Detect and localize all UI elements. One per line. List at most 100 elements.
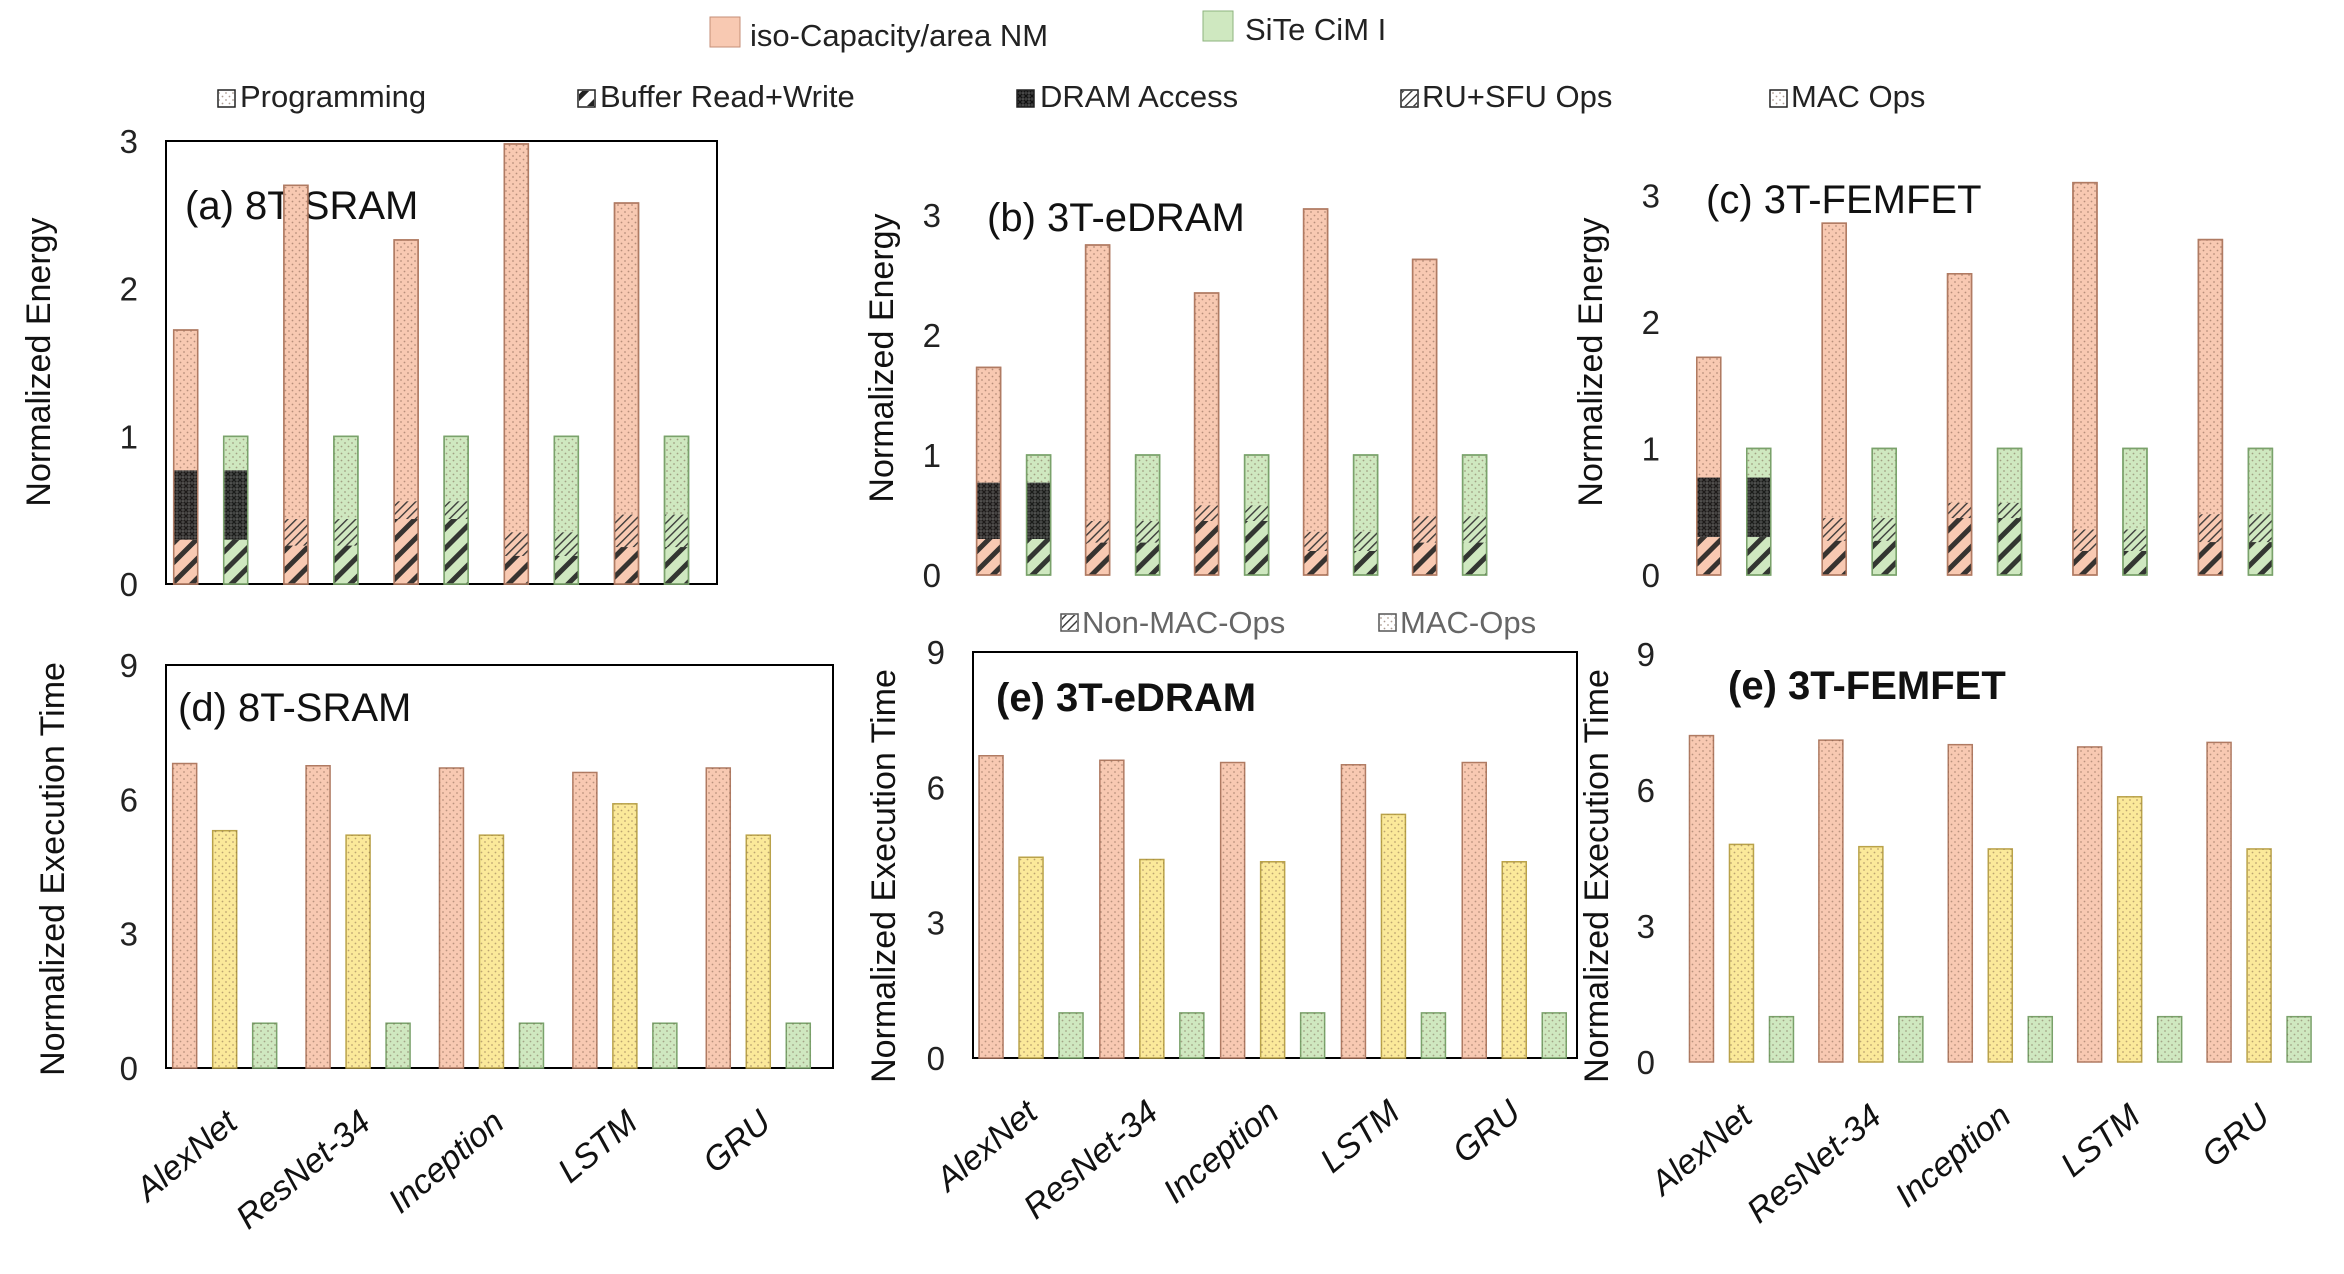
energy-component-legend: Programming Buffer Read+Write DRAM Acces… xyxy=(217,79,1925,114)
bar-segment-ru-sfu-ops xyxy=(1872,518,1897,541)
bar-texture xyxy=(2117,796,2142,1062)
bar-segment-buffer-read-write xyxy=(976,539,1001,575)
chart-title: (e) 3T-eDRAM xyxy=(996,676,1256,720)
bar-texture xyxy=(2077,746,2102,1062)
bar-segment-mac-ops xyxy=(394,239,419,502)
bar-segment-mac-ops xyxy=(1026,455,1051,483)
bar-segment-buffer-read-write xyxy=(283,545,308,584)
chart-title: (c) 3T-FEMFET xyxy=(1706,178,1982,222)
x-tick-label: LSTM xyxy=(551,1103,645,1191)
bar-segment-buffer-read-write xyxy=(173,539,198,584)
y-axis-label: Normalized Energy xyxy=(863,213,901,502)
time-component-legend: Non-MAC-Ops MAC-Ops xyxy=(1060,605,1536,640)
bar-segment-buffer-read-write xyxy=(1353,551,1378,575)
bar-texture xyxy=(1988,848,2013,1062)
bar-texture xyxy=(786,1023,811,1068)
x-tick-label: LSTM xyxy=(2054,1097,2148,1185)
bar-outline xyxy=(1352,454,1379,576)
bar-segment-buffer-read-write xyxy=(664,547,689,584)
y-tick-label: 0 xyxy=(927,1040,945,1077)
bar-segment-buffer-read-write xyxy=(1412,542,1437,575)
legend-item-ru-sfu: RU+SFU Ops xyxy=(1400,79,1612,114)
y-tick-label: 0 xyxy=(923,557,941,594)
bar-texture xyxy=(519,1023,544,1068)
bar-texture xyxy=(1858,846,1883,1062)
bar-segment-ru-sfu-ops xyxy=(1822,518,1847,541)
bar-texture xyxy=(1421,1012,1446,1058)
bar-texture xyxy=(1948,744,1973,1062)
bar-segment-ru-sfu-ops xyxy=(1244,505,1269,521)
bar-outline xyxy=(172,329,199,585)
bar-segment-dram-access xyxy=(173,470,198,540)
bar-texture xyxy=(1341,764,1366,1058)
chart-panel-4: (d) 8T-SRAM Normalized Execution Time 0 3 6 9… xyxy=(34,647,834,1237)
bar-segment-buffer-read-write xyxy=(1085,542,1110,575)
bar-segment-mac-ops xyxy=(333,436,358,520)
x-tick-label: LSTM xyxy=(1313,1093,1407,1181)
bar-segment-mac-ops xyxy=(1872,448,1897,519)
bar-outline xyxy=(1746,447,1772,576)
bar-texture xyxy=(1099,760,1124,1058)
legend-label-programming: Programming xyxy=(240,79,426,114)
bar-texture xyxy=(2207,742,2232,1062)
legend-label-mac: MAC Ops xyxy=(1791,79,1925,114)
bar-outline xyxy=(1461,454,1488,576)
dram-swatch xyxy=(1016,89,1035,108)
legend-label-site: SiTe CiM I xyxy=(1245,12,1386,47)
bar-segment-buffer-read-write xyxy=(554,555,579,584)
bar-segment-dram-access xyxy=(1026,482,1051,539)
bar-texture xyxy=(979,755,1004,1058)
bar-segment-mac-ops xyxy=(1244,455,1269,506)
bar-texture xyxy=(1502,861,1527,1058)
bar-outline xyxy=(1696,356,1722,576)
bar-segment-ru-sfu-ops xyxy=(283,519,308,546)
bar-texture xyxy=(212,830,237,1068)
legend-swatch-nm xyxy=(709,16,741,48)
bar-segment-buffer-read-write xyxy=(223,539,248,584)
bar-outline xyxy=(553,435,580,585)
bar-outline xyxy=(1084,244,1111,576)
bar-segment-buffer-read-write xyxy=(614,547,639,584)
y-tick-label: 2 xyxy=(120,271,138,308)
x-tick-label: GRU xyxy=(1445,1093,1528,1171)
bar-segment-buffer-read-write xyxy=(1026,539,1051,575)
x-tick-label: AlexNet xyxy=(927,1092,1045,1200)
bar-segment-dram-access xyxy=(1746,477,1771,538)
bar-segment-buffer-read-write xyxy=(1872,540,1897,575)
buffer-swatch-fill xyxy=(579,91,594,106)
bar-texture xyxy=(1769,1016,1794,1062)
bar-texture xyxy=(1139,859,1164,1058)
chart-panel-6: (e) 3T-FEMFET Normalized Execution Time 0 3… xyxy=(1578,636,2312,1231)
bar-outline xyxy=(503,143,530,585)
y-tick-label: 2 xyxy=(1642,304,1660,341)
bar-texture xyxy=(1729,844,1754,1062)
mac-swatch-fill xyxy=(1771,91,1786,106)
bar-segment-mac-ops xyxy=(223,436,248,471)
legend-item-buffer: Buffer Read+Write xyxy=(577,79,855,114)
bar-segment-ru-sfu-ops xyxy=(1412,516,1437,543)
bar-texture xyxy=(612,803,637,1068)
bar-segment-ru-sfu-ops xyxy=(2122,529,2147,551)
series-legend: iso-Capacity/area NM SiTe CiM I xyxy=(709,10,1386,53)
y-tick-label: 3 xyxy=(120,916,138,953)
y-tick-label: 3 xyxy=(923,197,941,234)
bar-segment-ru-sfu-ops xyxy=(1462,516,1487,543)
y-tick-label: 1 xyxy=(1642,430,1660,467)
bar-segment-buffer-read-write xyxy=(1947,518,1972,575)
chart-title: (e) 3T-FEMFET xyxy=(1728,664,2006,708)
programming-swatch-fill xyxy=(219,91,234,106)
bar-texture xyxy=(346,835,371,1068)
bar-texture xyxy=(706,767,731,1068)
ru-sfu-swatch-fill xyxy=(1402,91,1417,106)
bar-outline xyxy=(663,435,690,585)
bar-segment-buffer-read-write xyxy=(1135,542,1160,575)
bar-texture xyxy=(1462,762,1487,1058)
bar-segment-mac-ops xyxy=(2248,448,2273,515)
y-tick-label: 0 xyxy=(120,1050,138,1087)
legend-label-mac-ops: MAC-Ops xyxy=(1400,605,1536,640)
bar-texture xyxy=(1689,735,1714,1062)
bar-outline xyxy=(393,239,419,585)
bar-outline xyxy=(443,435,469,585)
bar-segment-buffer-read-write xyxy=(333,545,358,584)
